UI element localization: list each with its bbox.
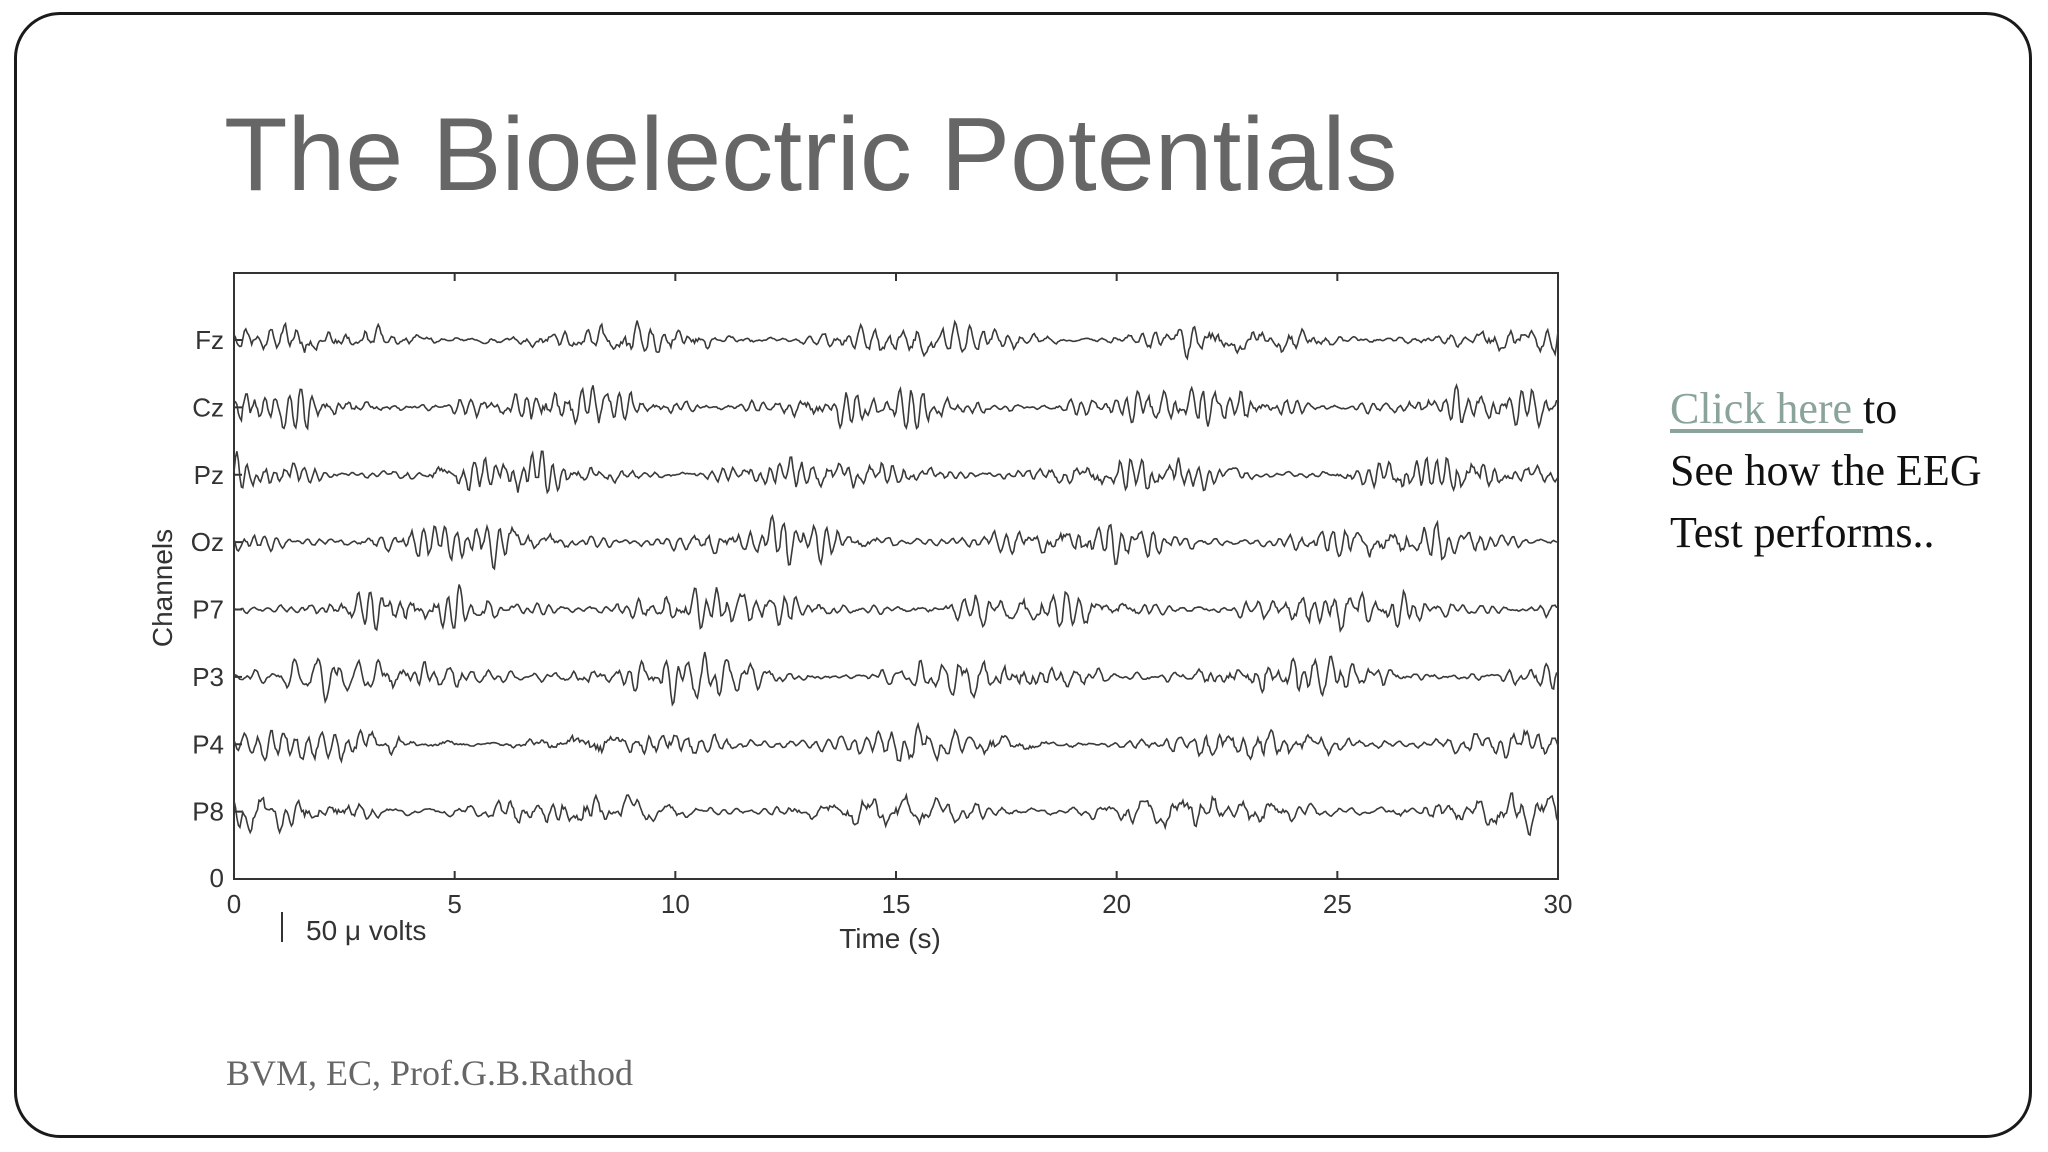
channel-label-p3: P3 xyxy=(192,662,224,692)
click-here-link[interactable]: Click here xyxy=(1670,384,1864,433)
x-tick-label: 20 xyxy=(1102,889,1131,919)
side-text: Click here to See how the EEG Test perfo… xyxy=(1670,378,2030,564)
y-axis-label: Channels xyxy=(147,529,178,647)
channel-label-pz: Pz xyxy=(194,460,224,490)
channel-label-p7: P7 xyxy=(192,595,224,625)
x-tick-label: 30 xyxy=(1544,889,1573,919)
footer-credit: BVM, EC, Prof.G.B.Rathod xyxy=(226,1053,634,1093)
plot-area xyxy=(233,272,1559,880)
eeg-trace-p8 xyxy=(233,792,1559,837)
x-tick-label: 10 xyxy=(661,889,690,919)
eeg-trace-p4 xyxy=(233,721,1559,764)
x-tick-label: 15 xyxy=(882,889,911,919)
slide-frame xyxy=(14,12,2032,1138)
eeg-traces xyxy=(233,319,1559,837)
eeg-trace-p3 xyxy=(233,651,1559,707)
y-tick-labels: Fz Cz Pz Oz P7 P3 P4 P8 xyxy=(191,325,242,827)
link-suffix: to xyxy=(1863,384,1898,433)
x-tick-label: 5 xyxy=(447,889,461,919)
side-line-3: Test performs.. xyxy=(1670,508,1935,557)
side-line-2: See how the EEG xyxy=(1670,446,1982,495)
x-tick-label: 25 xyxy=(1323,889,1352,919)
y-zero-label: 0 xyxy=(210,863,224,893)
channel-label-oz: Oz xyxy=(191,527,224,557)
side-line-1: Click here to xyxy=(1670,378,2030,440)
slide-title: The Bioelectric Potentials xyxy=(224,97,1398,213)
eeg-trace-fz xyxy=(233,319,1559,361)
channel-label-p4: P4 xyxy=(192,729,224,759)
channel-label-p8: P8 xyxy=(192,797,224,827)
channel-label-fz: Fz xyxy=(195,325,224,355)
x-axis-label: Time (s) xyxy=(839,923,941,954)
scale-bar-label: 50 μ volts xyxy=(306,915,426,946)
x-ticks xyxy=(233,273,1559,879)
x-tick-labels: 0 5 10 15 20 25 30 xyxy=(227,889,1573,919)
eeg-trace-cz xyxy=(233,382,1558,431)
eeg-trace-oz xyxy=(233,514,1559,571)
eeg-trace-pz xyxy=(233,450,1559,495)
channel-label-cz: Cz xyxy=(192,392,224,422)
eeg-trace-p7 xyxy=(233,584,1559,634)
x-tick-label: 0 xyxy=(227,889,241,919)
